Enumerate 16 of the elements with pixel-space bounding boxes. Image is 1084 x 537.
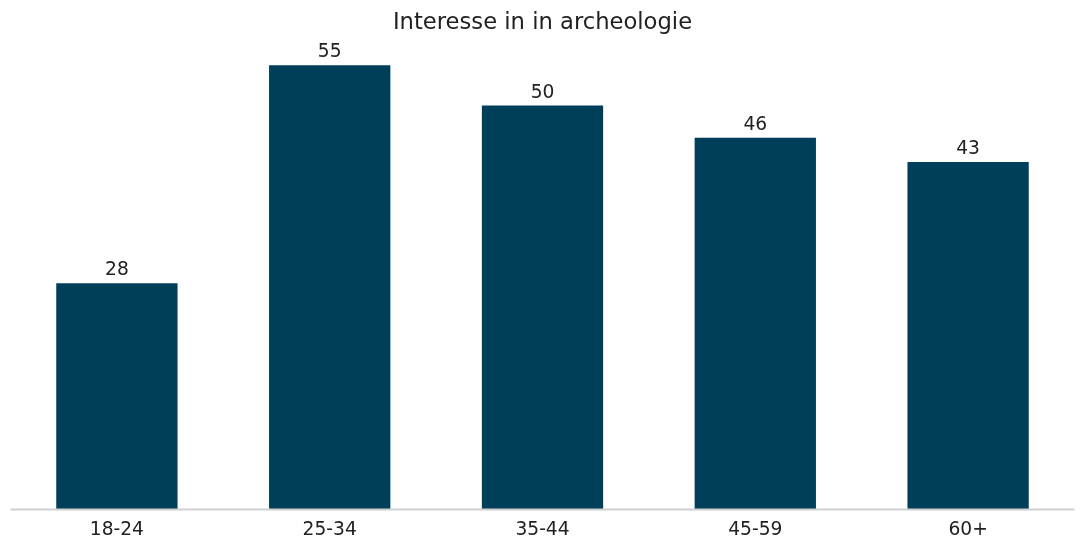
x-tick-label: 18-24 — [89, 517, 145, 537]
bar — [481, 105, 604, 510]
bar — [907, 162, 1029, 510]
bar — [694, 137, 816, 510]
bar — [56, 283, 178, 510]
data-label: 43 — [956, 137, 980, 159]
x-tick-label: 45-59 — [728, 517, 783, 537]
bar — [269, 65, 391, 510]
chart-title: Interesse in in archeologie — [392, 7, 693, 34]
data-label: 55 — [317, 40, 342, 62]
data-label: 50 — [530, 80, 555, 102]
x-tick-label: 35-44 — [515, 517, 570, 537]
x-tick-label: 25-34 — [302, 517, 357, 537]
x-tick-label: 60+ — [948, 517, 988, 537]
data-label: 28 — [105, 258, 129, 280]
data-label: 46 — [743, 112, 768, 134]
